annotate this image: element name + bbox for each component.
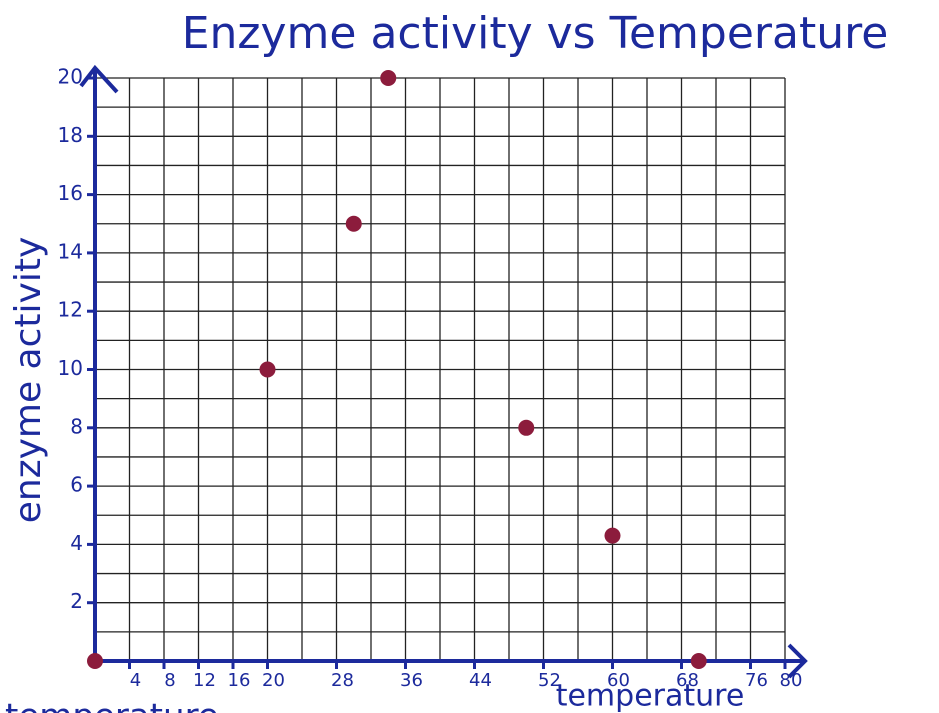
x-tick-label: 36 bbox=[400, 670, 423, 691]
point bbox=[260, 362, 276, 378]
annotation: temperature bbox=[5, 697, 219, 713]
y-tick-label: 20 bbox=[58, 65, 83, 89]
x-tick-label: 52 bbox=[538, 670, 561, 691]
x-tick-label: 12 bbox=[193, 670, 216, 691]
x-tick-label: 80 bbox=[780, 670, 803, 691]
point bbox=[380, 70, 396, 86]
x-tick-label: 44 bbox=[469, 670, 492, 691]
y-tick-label: 6 bbox=[70, 473, 83, 497]
y-tick-label: 8 bbox=[70, 414, 83, 438]
y-tick-label: 14 bbox=[58, 239, 83, 263]
y-tick-label: 4 bbox=[70, 531, 83, 555]
point bbox=[518, 420, 534, 436]
x-axis-label: temperature bbox=[556, 679, 745, 713]
y-tick-label: 18 bbox=[58, 123, 83, 147]
point bbox=[87, 653, 103, 669]
y-arrow bbox=[81, 68, 117, 92]
graph-paper bbox=[95, 78, 785, 661]
y-tick-label: 16 bbox=[58, 181, 83, 205]
point bbox=[346, 216, 362, 232]
x-tick-label: 4 bbox=[130, 670, 141, 691]
y-tick-label: 10 bbox=[58, 356, 83, 380]
x-tick-label: 76 bbox=[745, 670, 768, 691]
x-tick-label: 16 bbox=[228, 670, 251, 691]
y-tick-label: 2 bbox=[70, 589, 83, 613]
x-tick-label: 28 bbox=[331, 670, 354, 691]
point bbox=[605, 528, 621, 544]
y-tick-label: 12 bbox=[58, 298, 83, 322]
x-tick-label: 60 bbox=[607, 670, 630, 691]
y-axis-label: enzyme activity bbox=[8, 237, 49, 524]
chart-title: Enzyme activity vs Temperature bbox=[182, 8, 889, 59]
x-tick-label: 8 bbox=[164, 670, 175, 691]
chart: Enzyme activity vs Temperature enzyme ac… bbox=[0, 0, 939, 713]
point bbox=[691, 653, 707, 669]
x-tick-label: 68 bbox=[676, 670, 699, 691]
x-tick-label: 20 bbox=[262, 670, 285, 691]
